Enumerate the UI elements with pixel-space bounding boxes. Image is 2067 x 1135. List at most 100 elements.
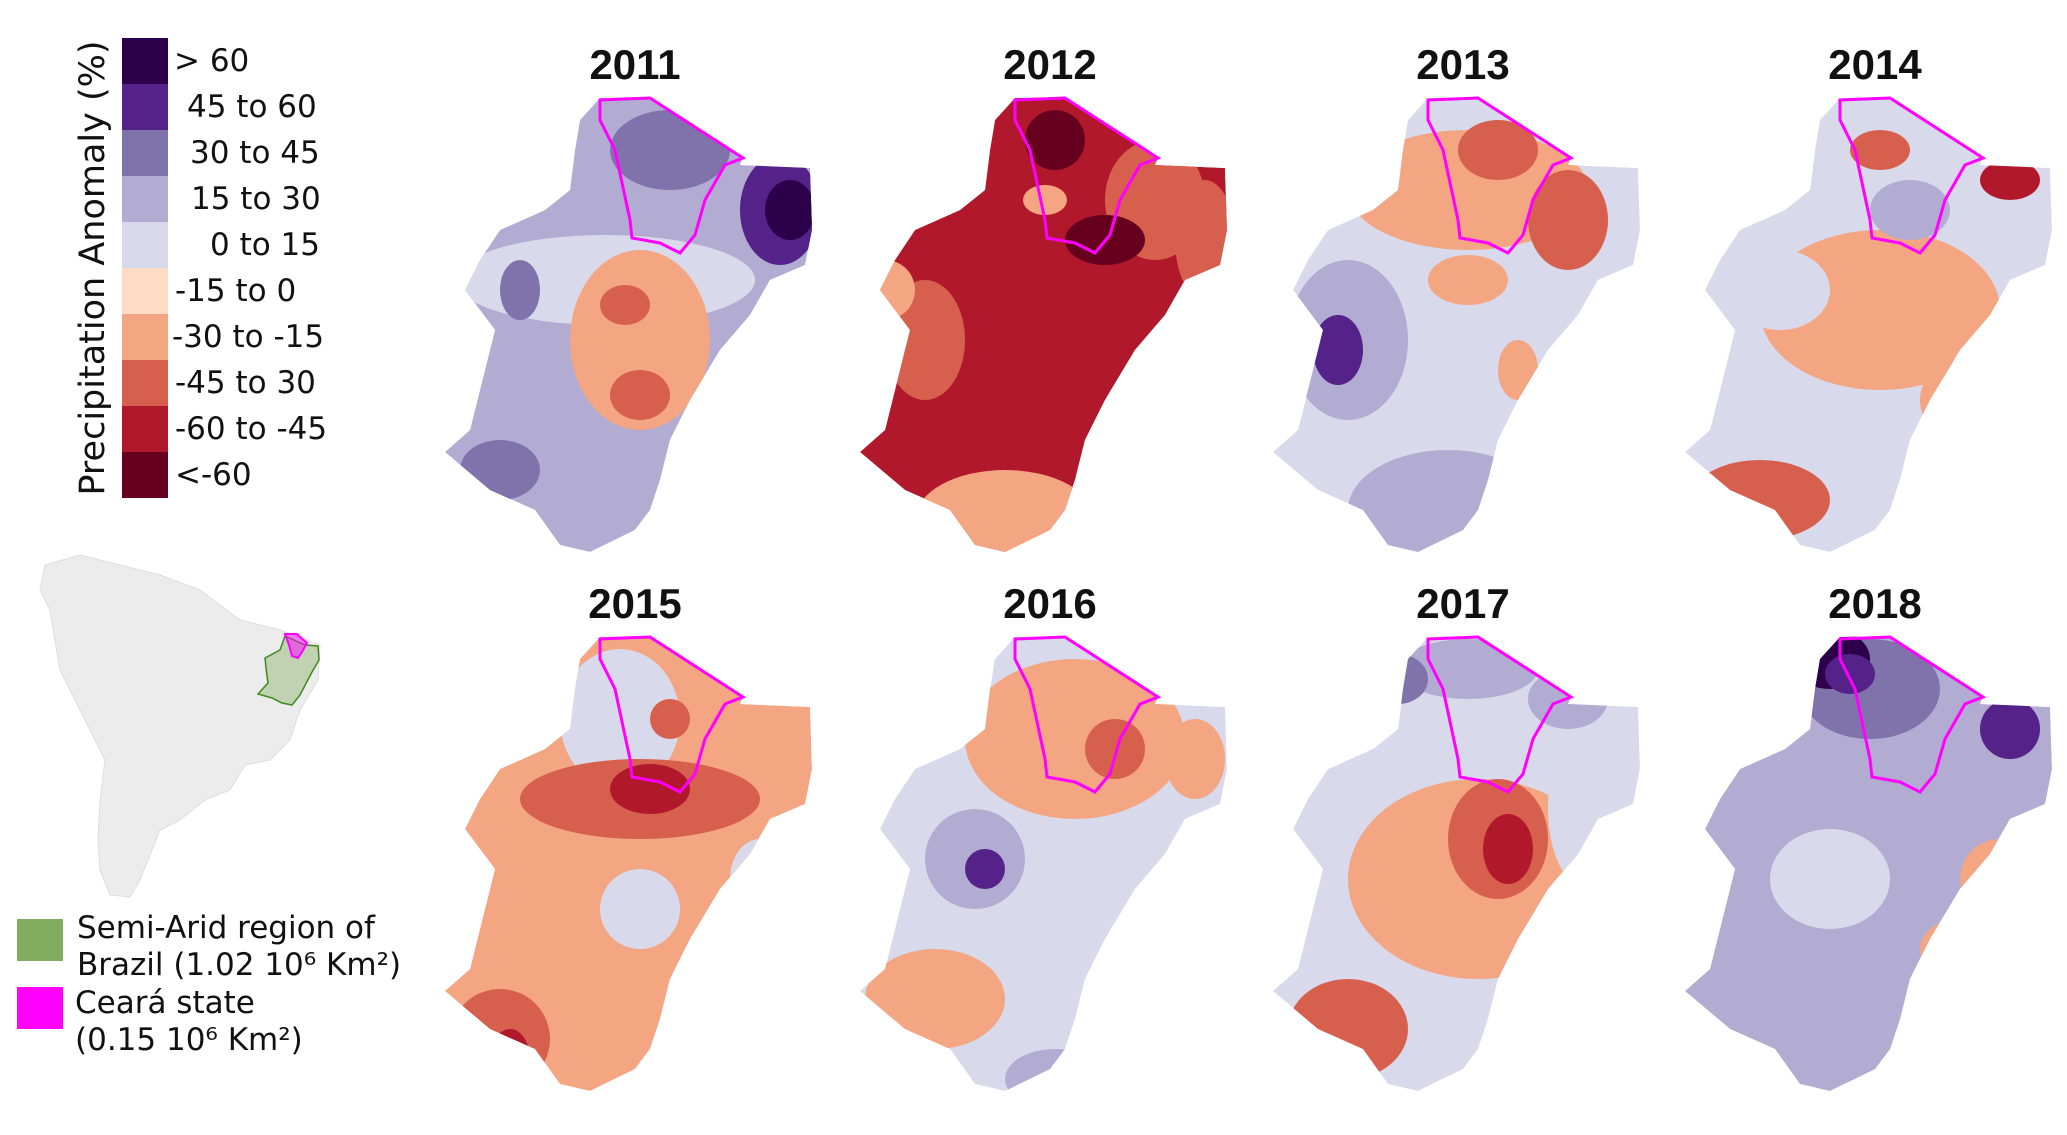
anomaly-patch <box>1498 340 1538 400</box>
south-america-inset-map <box>39 554 321 898</box>
map-year-title: 2016 <box>1003 580 1097 627</box>
anomaly-patch <box>1960 839 2040 919</box>
colorbar-swatch <box>122 84 168 130</box>
anomaly-patch <box>610 110 730 190</box>
anomaly-patch <box>1458 120 1538 180</box>
colorbar <box>122 38 168 498</box>
map-year-title: 2012 <box>1003 41 1097 88</box>
map-year-title: 2017 <box>1416 580 1510 627</box>
colorbar-label: -45 to 30 <box>175 365 316 401</box>
colorbar-swatch <box>122 38 168 84</box>
anomaly-patch <box>610 370 670 420</box>
anomaly-patch <box>1085 719 1145 779</box>
anomaly-patch <box>865 949 1005 1049</box>
colorbar-label: 45 to 60 <box>187 89 317 125</box>
anomaly-patch <box>500 260 540 320</box>
colorbar-swatch <box>122 452 168 498</box>
anomaly-patch <box>1175 180 1227 300</box>
anomaly-patch <box>1115 949 1195 1009</box>
ceara-label-line2: (0.15 10⁶ Km²) <box>75 1022 303 1058</box>
map-year-title: 2013 <box>1416 41 1510 88</box>
anomaly-patch <box>1368 654 1428 704</box>
anomaly-patch <box>1730 515 1780 545</box>
anomaly-map-2016: 2016 <box>855 579 1245 1119</box>
map-canvas <box>1273 96 1640 552</box>
map-canvas <box>445 96 812 552</box>
map-canvas <box>1685 96 2052 552</box>
anomaly-patch <box>1548 729 1628 889</box>
map-year-title: 2015 <box>588 580 682 627</box>
map-canvas <box>1685 635 2052 1091</box>
map-canvas <box>860 635 1227 1091</box>
anomaly-patch <box>650 699 690 739</box>
colorbar-swatch <box>122 406 168 452</box>
anomaly-patch <box>1920 919 2000 979</box>
anomaly-map-2013: 2013 <box>1268 40 1658 580</box>
anomaly-map-2017: 2017 <box>1268 579 1658 1119</box>
map-canvas <box>860 96 1227 552</box>
anomaly-patch <box>860 260 915 320</box>
anomaly-patch <box>1023 185 1067 215</box>
colorbar-label: > 60 <box>174 43 250 79</box>
anomaly-patch <box>1850 130 1910 170</box>
anomaly-map-2012: 2012 <box>855 40 1245 580</box>
semi-arid-swatch <box>17 919 63 961</box>
anomaly-patch <box>965 849 1005 889</box>
anomaly-patch <box>460 440 540 500</box>
anomaly-patch <box>1920 360 2000 440</box>
anomaly-map-2014: 2014 <box>1680 40 2067 580</box>
continent-shape <box>39 554 321 898</box>
anomaly-patch <box>1483 814 1533 884</box>
colorbar-label: 15 to 30 <box>191 181 321 217</box>
ceara-label-line1: Ceará state <box>75 985 255 1021</box>
ceara-outline <box>1838 96 1987 255</box>
colorbar-swatch <box>122 176 168 222</box>
anomaly-patch <box>1528 170 1608 270</box>
semi-arid-label-line2: Brazil (1.02 10⁶ Km²) <box>77 947 402 983</box>
ceara-outline <box>1013 96 1162 255</box>
anomaly-patch <box>1348 450 1548 552</box>
anomaly-patch <box>1770 829 1890 929</box>
anomaly-map-2015: 2015 <box>440 579 830 1119</box>
anomaly-patch <box>490 1029 530 1089</box>
colorbar-labels: > 60 45 to 60 30 to 45 15 to 30 0 to 15 -15 t… <box>172 38 327 498</box>
ceara-outline <box>1838 635 1987 794</box>
colorbar-swatch <box>122 360 168 406</box>
colorbar-swatch <box>122 314 168 360</box>
anomaly-patch <box>765 180 812 240</box>
ceara-outline <box>598 96 747 255</box>
anomaly-patch <box>965 659 1185 819</box>
semi-arid-legend-label: Semi-Arid region of Brazil (1.02 10⁶ Km²… <box>77 910 401 984</box>
colorbar-label: -30 to -15 <box>172 319 325 355</box>
anomaly-patch <box>1980 160 2040 200</box>
anomaly-patch <box>1313 315 1363 385</box>
anomaly-patch <box>1810 989 1950 1089</box>
colorbar-label: -15 to 0 <box>175 273 297 309</box>
anomaly-patch <box>600 869 680 949</box>
ceara-shape <box>283 633 309 660</box>
anomaly-patch <box>610 764 690 814</box>
colorbar-swatch <box>122 268 168 314</box>
ceara-outline <box>1426 635 1575 794</box>
colorbar-label: -60 to -45 <box>175 411 328 447</box>
map-year-title: 2014 <box>1828 41 1922 88</box>
anomaly-patch <box>1980 699 2040 759</box>
ceara-outline <box>1013 635 1162 794</box>
anomaly-map-2011: 2011 <box>440 40 830 580</box>
ceara-outline <box>598 635 747 794</box>
region-base-fill <box>445 636 812 1091</box>
anomaly-patch <box>1870 180 1950 240</box>
colorbar-title: Precipitation Anomaly (%) <box>73 40 113 496</box>
map-year-title: 2018 <box>1828 580 1922 627</box>
anomaly-patch <box>1165 719 1225 799</box>
colorbar-label: 0 to 15 <box>210 227 320 263</box>
anomaly-patch <box>1730 250 1830 330</box>
anomaly-patch <box>1288 979 1408 1079</box>
anomaly-patch <box>1025 110 1085 170</box>
map-year-title: 2011 <box>589 41 681 88</box>
semi-arid-label-line1: Semi-Arid region of <box>77 910 375 946</box>
ceara-swatch <box>17 987 63 1029</box>
anomaly-patch <box>450 989 550 1089</box>
anomaly-patch <box>600 285 650 325</box>
